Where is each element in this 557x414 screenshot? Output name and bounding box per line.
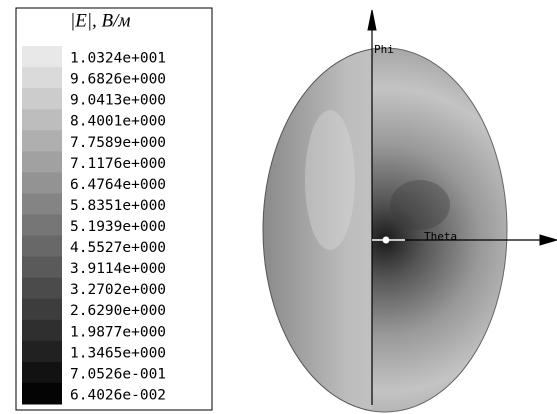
- legend-label: 1.0324e+001: [70, 51, 166, 67]
- legend-label: 3.9114e+000: [70, 261, 166, 277]
- legend-label: 6.4764e+000: [70, 177, 166, 193]
- legend-swatch: [22, 109, 62, 131]
- legend-swatch: [22, 172, 62, 194]
- radiation-pattern: [263, 48, 507, 412]
- legend-swatch: [22, 130, 62, 152]
- axis-label-phi: Phi: [374, 43, 394, 56]
- legend-swatch: [22, 383, 62, 405]
- page: {"legend": {"title": "|E|, В/м", "labels…: [0, 0, 557, 414]
- legend-label: 6.4026e-002: [70, 387, 166, 403]
- legend-swatch: [22, 341, 62, 363]
- legend-swatch: [22, 46, 62, 68]
- legend-label: 7.0526e-001: [70, 366, 166, 382]
- legend-swatch: [22, 320, 62, 342]
- legend-label: 4.5527e+000: [70, 240, 166, 256]
- legend-label: 2.6290e+000: [70, 303, 166, 319]
- legend-label: 5.1939e+000: [70, 219, 166, 235]
- legend-swatch: [22, 151, 62, 173]
- legend-label: 1.3465e+000: [70, 345, 166, 361]
- legend-label: 9.0413e+000: [70, 93, 166, 109]
- legend-label: 7.7589e+000: [70, 135, 166, 151]
- legend-label: 3.2702e+000: [70, 282, 166, 298]
- axis-label-theta: Theta: [424, 230, 457, 243]
- legend-swatch: [22, 257, 62, 279]
- legend-label: 7.1176e+000: [70, 156, 166, 172]
- legend-swatch: [22, 67, 62, 89]
- legend-swatch: [22, 214, 62, 236]
- legend-swatch: [22, 193, 62, 215]
- legend-title: |E|, В/м: [70, 10, 131, 31]
- legend: 1.0324e+001 9.6826e+000 9.0413e+000 8.4001e…: [22, 46, 166, 405]
- legend-label: 1.9877e+000: [70, 324, 166, 340]
- legend-label: 9.6826e+000: [70, 72, 166, 88]
- legend-label: 5.8351e+000: [70, 198, 166, 214]
- legend-swatch: [22, 236, 62, 258]
- legend-label: 8.4001e+000: [70, 114, 166, 130]
- legend-swatch: [22, 299, 62, 321]
- legend-swatch: [22, 278, 62, 300]
- scene: |E|, В/м 1.0324e+001 9.6826e+000 9.0413e+0…: [0, 0, 557, 414]
- legend-swatch: [22, 362, 62, 384]
- legend-swatch: [22, 88, 62, 110]
